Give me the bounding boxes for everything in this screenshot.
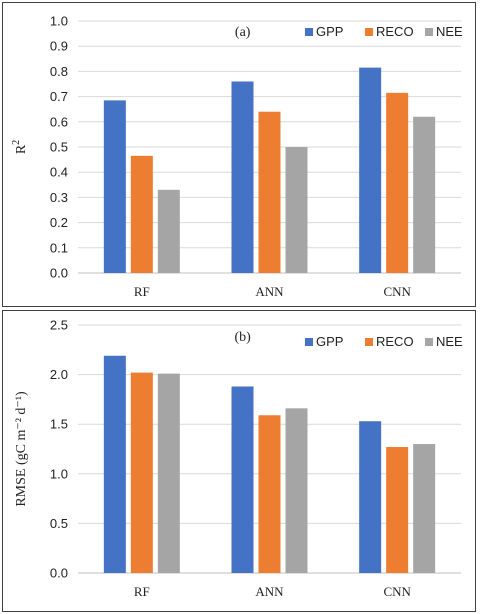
chart-b-category-label: ANN — [255, 584, 284, 599]
chart-panel-a: 0.0 0.1 0.2 0.3 0.4 0.5 0.6 0.7 0.8 0.9 1.0 RF ANN CN… — [2, 2, 476, 307]
chart-b-legend-swatch — [365, 338, 373, 346]
chart-a-bar-nee-cnn — [413, 116, 436, 273]
chart-a-bar-gpp-cnn — [359, 67, 382, 274]
chart-a-svg: 0.0 0.1 0.2 0.3 0.4 0.5 0.6 0.7 0.8 0.9 1.0 RF ANN CN… — [11, 14, 463, 300]
chart-a-bar-gpp-ann — [231, 81, 254, 273]
chart-b-ytick-label: 0.5 — [50, 516, 68, 531]
chart-b-ytick-label: 0.0 — [50, 566, 68, 581]
chart-b-title: (b) — [235, 330, 252, 345]
chart-a-category-label: ANN — [255, 284, 284, 299]
chart-a-ytick-label: 0.6 — [50, 114, 68, 129]
chart-a-category-label: RF — [134, 284, 150, 299]
chart-b-bar-gpp-cnn — [359, 421, 382, 573]
chart-a-bar-gpp-rf — [103, 100, 126, 273]
chart-a-ytick-label: 0.8 — [50, 64, 68, 79]
chart-b-bar-gpp-rf — [103, 355, 126, 573]
chart-a-legend-swatch — [425, 28, 433, 36]
chart-b-bar-gpp-ann — [231, 386, 254, 573]
chart-a-bar-nee-rf — [157, 189, 180, 273]
chart-a-ylabel: R2 — [11, 140, 29, 154]
chart-a-ytick-label: 1.0 — [50, 14, 68, 29]
chart-a-ytick-label: 0.0 — [50, 266, 68, 281]
chart-b-ytick-label: 1.0 — [50, 466, 68, 481]
chart-panel-b: 0.0 0.5 1.0 1.5 2.0 2.5 RF ANN CNN (b) GPP RECO NEE R… — [2, 310, 476, 612]
chart-a-legend-swatch — [365, 28, 373, 36]
chart-a-ytick-label: 0.5 — [50, 140, 68, 155]
chart-b-bar-reco-cnn — [386, 447, 409, 573]
chart-a-title: (a) — [235, 25, 251, 40]
chart-a-ytick-label: 0.4 — [50, 165, 68, 180]
chart-a-bar-reco-rf — [130, 155, 153, 273]
chart-b-svg: 0.0 0.5 1.0 1.5 2.0 2.5 RF ANN CNN (b) GPP RECO NEE R… — [14, 318, 463, 600]
chart-b-bar-reco-ann — [258, 415, 281, 573]
chart-b-legend-label: RECO — [376, 334, 414, 349]
chart-b-bar-nee-cnn — [413, 444, 436, 573]
chart-a-ytick-label: 0.9 — [50, 39, 68, 54]
chart-a-legend-label: NEE — [436, 24, 463, 39]
chart-b-ytick-label: 1.5 — [50, 417, 68, 432]
chart-a-bar-reco-ann — [258, 111, 281, 273]
chart-a-ytick-label: 0.2 — [50, 215, 68, 230]
chart-b-category-label: CNN — [383, 584, 411, 599]
chart-b-category-label: RF — [134, 584, 150, 599]
chart-b-ytick-label: 2.5 — [50, 318, 68, 333]
chart-b-ylabel: RMSE (gC m⁻² d⁻¹) — [14, 391, 29, 507]
chart-b-bar-nee-rf — [157, 373, 180, 573]
chart-b-legend-label: NEE — [436, 334, 463, 349]
chart-b-ytick-label: 2.0 — [50, 367, 68, 382]
chart-a-legend-label: RECO — [376, 24, 414, 39]
chart-a-ytick-label: 0.3 — [50, 190, 68, 205]
chart-a-legend-swatch — [305, 28, 313, 36]
chart-a-category-label: CNN — [383, 284, 411, 299]
chart-a-bar-nee-ann — [285, 147, 308, 273]
chart-b-legend-swatch — [305, 338, 313, 346]
chart-a-ytick-label: 0.1 — [50, 240, 68, 255]
chart-b-bar-reco-rf — [130, 372, 153, 573]
chart-a-legend-label: GPP — [316, 24, 343, 39]
chart-b-bar-nee-ann — [285, 408, 308, 573]
chart-b-legend-swatch — [425, 338, 433, 346]
chart-a-ytick-label: 0.7 — [50, 89, 68, 104]
chart-a-bar-reco-cnn — [386, 92, 409, 273]
chart-b-legend-label: GPP — [316, 334, 343, 349]
